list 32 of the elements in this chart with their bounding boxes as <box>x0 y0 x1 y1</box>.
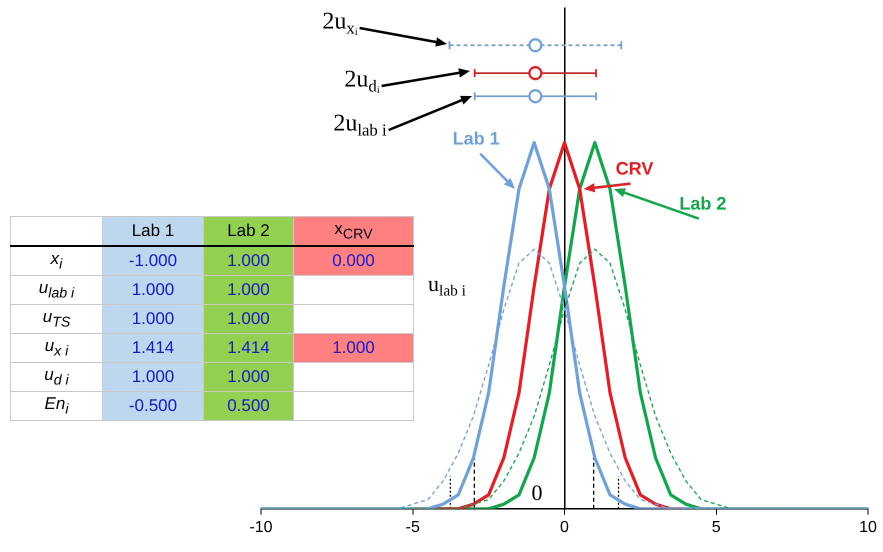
text: 0.000 <box>332 251 375 270</box>
text: 1.000 <box>227 309 270 328</box>
series-label: Lab 1 <box>452 128 500 149</box>
category-label: u$_{d i}$ <box>44 365 69 389</box>
text: 1.414 <box>227 338 270 357</box>
text: 1.000 <box>227 251 270 270</box>
text: 1.000 <box>132 309 174 328</box>
text: 1.000 <box>332 338 375 357</box>
text: 0.500 <box>227 396 270 415</box>
category-label: u$_{TS}$ <box>42 307 70 331</box>
x-tick-label: 5 <box>712 518 721 536</box>
x-tick-label: -10 <box>249 518 273 536</box>
category-label: x$_{CRV}$ <box>294 216 414 246</box>
category-label: Lab 1 <box>102 216 204 246</box>
x-tick-label: 0 <box>560 518 570 536</box>
text: 1.000 <box>132 280 174 299</box>
text: 1.000 <box>227 280 270 299</box>
text: -0.500 <box>128 396 178 415</box>
text: 1.414 <box>132 338 174 357</box>
text: -1.000 <box>128 251 178 270</box>
category-label: En$_{i}$ <box>44 394 68 418</box>
text: 1.000 <box>132 367 174 386</box>
annotation: 0 <box>532 480 542 505</box>
text: Lab 2 <box>679 194 726 214</box>
text: 1.000 <box>227 367 270 386</box>
category-label: x$_{i}$ <box>50 249 62 273</box>
category-label: Lab 2 <box>204 216 294 246</box>
x-tick-label: 10 <box>859 518 877 536</box>
x-tick-label: -5 <box>406 518 420 536</box>
category-label: u$_{x i}$ <box>44 336 68 360</box>
category-label: u$_{lab i}$ <box>38 278 74 302</box>
text: CRV <box>616 158 654 179</box>
